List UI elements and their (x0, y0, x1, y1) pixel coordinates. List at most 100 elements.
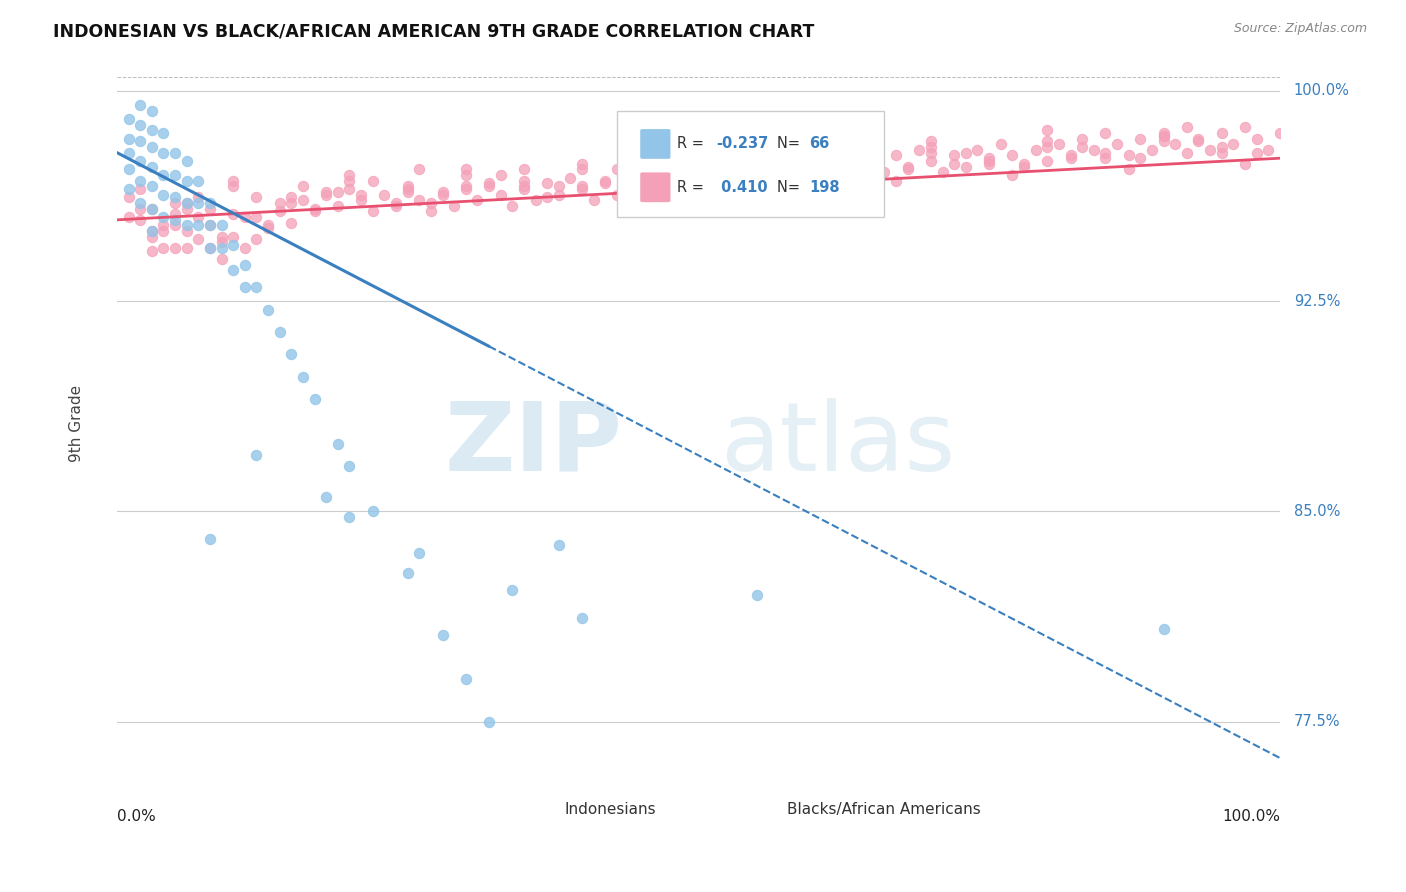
Point (141, 229, 163, 244)
Point (163, 196, 186, 211)
Point (245, 232, 267, 246)
Point (396, 566, 419, 580)
Point (1105, 137, 1128, 152)
Point (1175, 145, 1198, 160)
Point (222, 179, 245, 194)
Point (141, 224, 163, 238)
Text: 66: 66 (808, 136, 830, 152)
Point (304, 204, 326, 219)
Point (513, 182, 536, 196)
Point (873, 165, 896, 179)
Point (117, 210, 139, 224)
Point (339, 168, 361, 182)
Point (129, 135, 152, 149)
Point (1059, 151, 1081, 165)
FancyBboxPatch shape (748, 799, 779, 822)
Point (1233, 120, 1256, 135)
Point (129, 173, 152, 187)
Point (454, 179, 477, 194)
Point (163, 212, 186, 227)
Point (280, 347, 302, 361)
Point (432, 185, 454, 199)
Point (1268, 126, 1291, 140)
Point (1164, 137, 1187, 152)
Point (931, 165, 953, 179)
Point (1211, 145, 1233, 160)
Point (432, 187, 454, 202)
Text: INDONESIAN VS BLACK/AFRICAN AMERICAN 9TH GRADE CORRELATION CHART: INDONESIAN VS BLACK/AFRICAN AMERICAN 9TH… (53, 22, 815, 40)
Point (198, 196, 221, 211)
Point (1246, 145, 1268, 160)
Text: N=: N= (778, 136, 806, 152)
Point (1153, 128, 1175, 143)
Point (478, 177, 501, 191)
Point (745, 162, 768, 177)
Point (478, 179, 501, 194)
Point (454, 168, 477, 182)
Point (966, 143, 988, 157)
Point (315, 187, 337, 202)
Point (1118, 148, 1140, 162)
Point (606, 187, 628, 202)
Point (710, 168, 733, 182)
Point (723, 160, 745, 174)
Text: 100.0%: 100.0% (1222, 809, 1279, 824)
Point (198, 533, 221, 547)
Point (467, 193, 489, 207)
Point (233, 280, 256, 294)
Text: Source: ZipAtlas.com: Source: ZipAtlas.com (1233, 22, 1367, 36)
Point (1036, 140, 1059, 154)
Point (187, 232, 209, 246)
Point (827, 162, 849, 177)
Point (1036, 135, 1059, 149)
Point (117, 145, 139, 160)
Point (1001, 168, 1024, 182)
Point (1153, 126, 1175, 140)
Point (1187, 135, 1209, 149)
Point (211, 241, 233, 255)
Text: R =: R = (678, 136, 709, 152)
Point (176, 219, 198, 233)
Point (489, 168, 512, 182)
Point (920, 135, 942, 149)
Point (141, 244, 163, 258)
Point (641, 165, 664, 179)
Point (1071, 140, 1094, 154)
Point (176, 196, 198, 211)
FancyBboxPatch shape (640, 172, 671, 202)
Point (1257, 143, 1279, 157)
Point (955, 160, 977, 174)
Point (1153, 622, 1175, 636)
Point (454, 182, 477, 196)
Point (664, 187, 686, 202)
Point (163, 219, 186, 233)
Point (571, 182, 593, 196)
Point (780, 168, 803, 182)
Point (339, 173, 361, 187)
Point (1140, 143, 1163, 157)
Point (245, 448, 267, 462)
Point (141, 179, 163, 194)
Point (176, 202, 198, 216)
Text: Blacks/African Americans: Blacks/African Americans (787, 802, 980, 817)
Point (1222, 137, 1244, 152)
Point (419, 196, 441, 211)
Point (943, 148, 966, 162)
Point (884, 173, 907, 187)
Point (617, 170, 640, 185)
Point (187, 190, 209, 204)
Point (979, 151, 1001, 165)
Point (803, 145, 825, 160)
Point (688, 151, 710, 165)
Point (699, 165, 721, 179)
Point (478, 714, 501, 729)
Point (222, 229, 245, 244)
Point (326, 185, 349, 199)
Point (1211, 126, 1233, 140)
Point (547, 187, 569, 202)
Point (233, 241, 256, 255)
Point (862, 162, 884, 177)
Point (1059, 148, 1081, 162)
Point (211, 219, 233, 233)
Point (198, 241, 221, 255)
